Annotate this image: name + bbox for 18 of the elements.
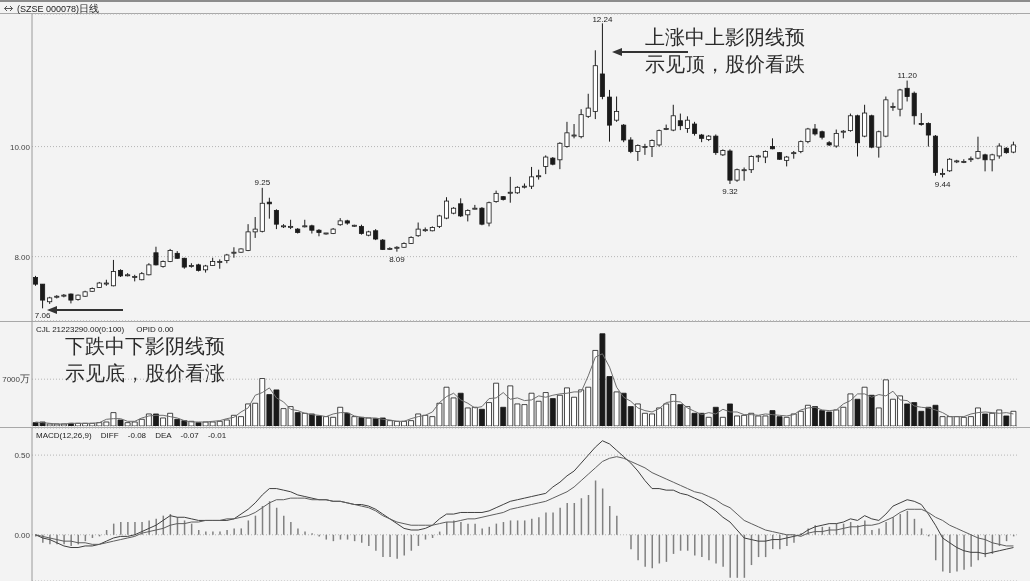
y-tick-label: 0.00 (14, 530, 31, 540)
annotation: 上涨中上影阴线预示见顶，股价看跌 (645, 25, 805, 76)
chart-title: (SZSE 000078)日线 (17, 3, 100, 14)
chart-title: MACD(12,26,9) DIFF -0.08 DEA -0.07 -0.01 (36, 431, 227, 440)
annotation: 9.25 (254, 177, 271, 187)
text: OPID 0.00 (136, 325, 174, 334)
annotation: 7.06 (34, 311, 51, 321)
y-tick-label: 10.00 (9, 142, 31, 152)
y-tick-label: 8.00 (14, 252, 31, 262)
annotation: 11.20 (897, 70, 918, 80)
annotation: 8.09 (389, 254, 406, 264)
annotation: 9.44 (934, 180, 951, 190)
annotation: 下跌中下影阴线预示见底，股价看涨 (65, 334, 225, 385)
text: CJL 21223290.00(0:100) (36, 325, 125, 334)
y-tick-label: 0.50 (14, 451, 31, 461)
annotation: 9.32 (722, 187, 739, 197)
y-tick-label: 7000万 (2, 373, 30, 385)
annotation: 12.24 (592, 15, 613, 24)
